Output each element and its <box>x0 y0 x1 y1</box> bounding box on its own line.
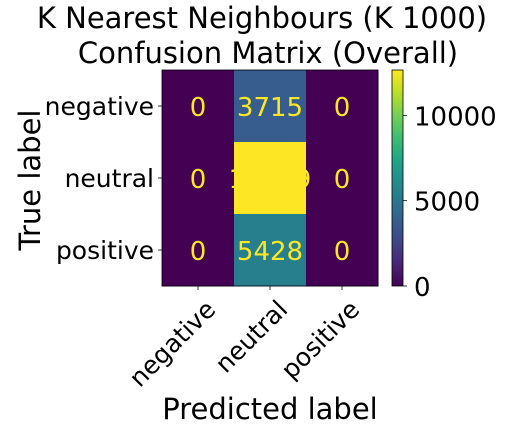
heatmap-cell <box>234 214 307 287</box>
heatmap-cell <box>162 214 235 287</box>
colorbar-tick-labels: 0 5000 10000 <box>403 102 497 303</box>
heatmap-cells <box>162 70 379 287</box>
y-tick-labels: negative neutral positive <box>45 92 162 265</box>
y-tick-label: positive <box>56 236 154 265</box>
heatmap-cell <box>162 142 235 215</box>
chart-title-line-1: K Nearest Neighbours (K 1000) <box>37 1 487 35</box>
y-tick-label: neutral <box>65 164 154 193</box>
cell-value-label: 12659 <box>229 165 312 195</box>
heatmap-cell <box>306 142 379 215</box>
cell-value-label: 5428 <box>237 237 303 267</box>
x-tick-label: positive <box>275 295 365 385</box>
colorbar-tick-label: 0 <box>414 273 431 303</box>
cell-value-label: 0 <box>334 165 351 195</box>
cell-value-label: 0 <box>334 93 351 123</box>
y-axis-label: True label <box>13 110 47 252</box>
chart-title-line-2: Confusion Matrix (Overall) <box>78 36 458 70</box>
cell-value-label: 0 <box>190 93 207 123</box>
cell-value-label: 0 <box>190 237 207 267</box>
heatmap-cell <box>162 70 235 143</box>
cell-value-label: 0 <box>190 165 207 195</box>
heatmap-cell <box>306 214 379 287</box>
heatmap-cell <box>234 70 307 143</box>
heatmap-cell <box>306 70 379 143</box>
heatmap-cell <box>234 142 307 215</box>
x-axis-label: Predicted label <box>162 392 378 426</box>
x-tick-label: negative <box>123 295 221 393</box>
colorbar-tick-label: 5000 <box>414 188 480 218</box>
cell-value-label: 3715 <box>237 93 303 123</box>
colorbar <box>391 69 404 287</box>
cell-annotations: 0 3715 0 0 12659 0 0 5428 0 <box>190 93 351 267</box>
cell-value-label: 0 <box>334 237 351 267</box>
y-tick-label: negative <box>45 92 154 121</box>
colorbar-tick-label: 10000 <box>414 102 497 132</box>
